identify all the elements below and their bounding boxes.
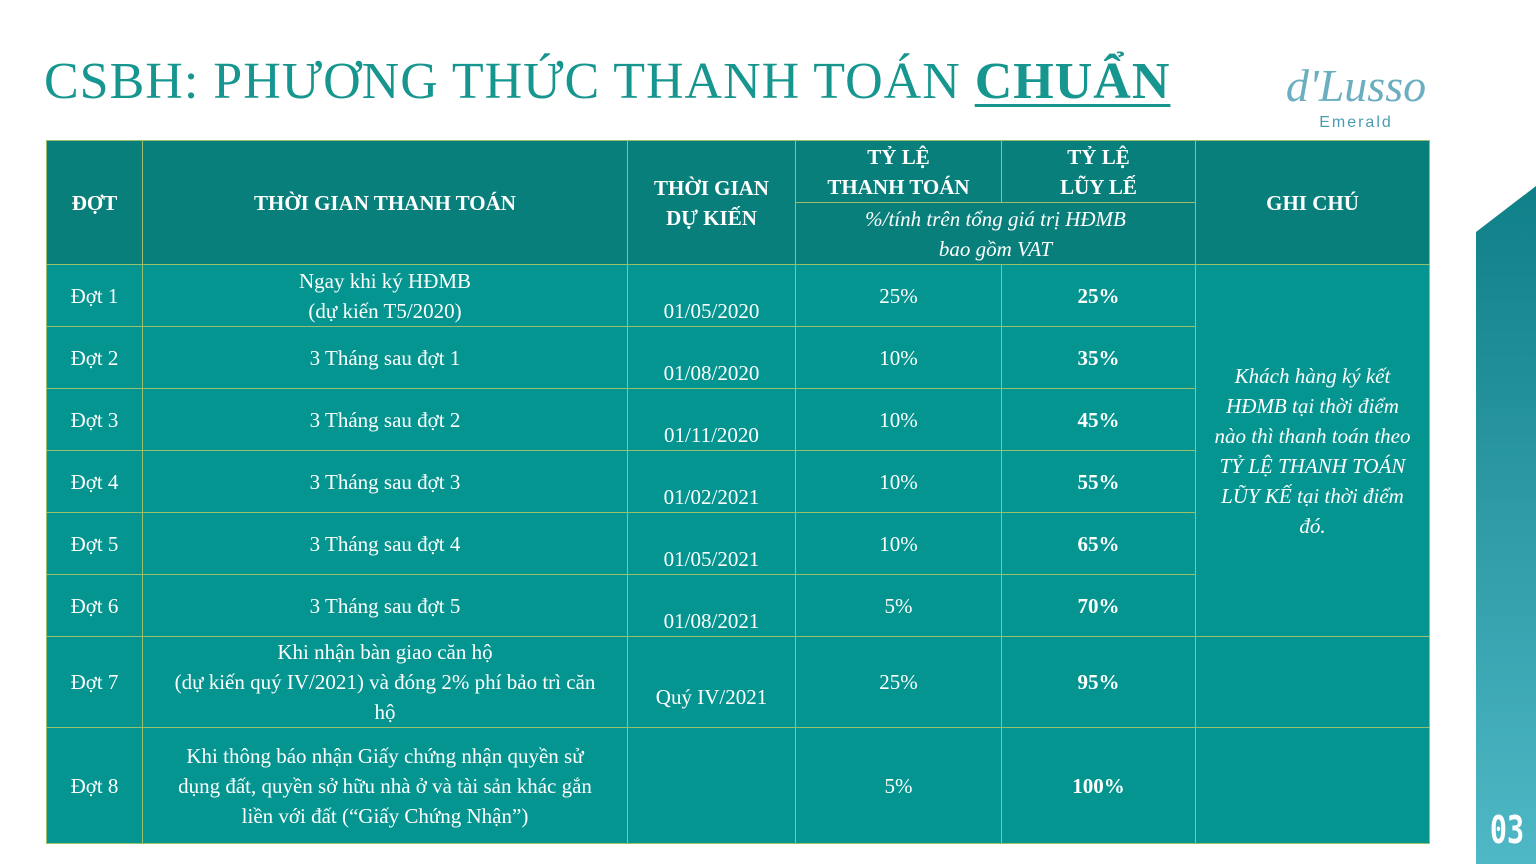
row-time: Khi thông báo nhận Giấy chứng nhận quyền…: [142, 727, 628, 844]
header-unit-line1: %/tính trên tổng giá trị HĐMB: [865, 206, 1126, 231]
row-dot: Đợt 4: [46, 450, 143, 513]
row-time-line: Khi thông báo nhận Giấy chứng nhận quyền…: [186, 743, 584, 768]
row-rate: 25%: [795, 636, 1002, 728]
table-row: Đợt 5 3 Tháng sau đợt 4 01/05/2021 10% 6…: [46, 512, 1430, 575]
table-row: Đợt 8 Khi thông báo nhận Giấy chứng nhận…: [46, 727, 1430, 844]
row-expected: 01/05/2021: [627, 512, 796, 575]
page-number: 03: [1489, 808, 1525, 852]
row-time: Ngay khi ký HĐMB (dự kiến T5/2020): [142, 264, 628, 327]
header-expected-line2: DỰ KIẾN: [666, 205, 757, 230]
row-dot: Đợt 8: [46, 727, 143, 844]
note-line: nào thì thanh toán theo: [1214, 423, 1411, 448]
header-unit: %/tính trên tổng giá trị HĐMB bao gồm VAT: [795, 202, 1196, 265]
row-time-line: Khi nhận bàn giao căn hộ: [277, 640, 493, 664]
row-cumulative: 100%: [1001, 727, 1196, 844]
row-dot: Đợt 3: [46, 388, 143, 451]
header-rate: TỶ LỆ THANH TOÁN: [795, 140, 1002, 203]
note-line: đó.: [1299, 513, 1326, 538]
row-time-line: liền với đất (“Giấy Chứng Nhận”): [241, 803, 529, 828]
row-expected: [627, 727, 796, 844]
row-time-line: (dự kiến T5/2020): [308, 298, 462, 323]
header-dot: ĐỢT: [46, 140, 143, 265]
row-dot: Đợt 5: [46, 512, 143, 575]
row-expected: Quý IV/2021: [627, 636, 796, 728]
logo-sub: Emerald: [1319, 114, 1393, 131]
table-row: Đợt 2 3 Tháng sau đợt 1 01/08/2020 10% 3…: [46, 326, 1430, 389]
row-time: 3 Tháng sau đợt 4: [142, 512, 628, 575]
row-time-line: Ngay khi ký HĐMB: [298, 268, 472, 293]
brand-logo: d'Lusso Emerald: [1276, 56, 1436, 136]
row-time: 3 Tháng sau đợt 1: [142, 326, 628, 389]
header-expected-line1: THỜI GIAN: [654, 175, 769, 200]
note-line: TỶ LỆ THANH TOÁN: [1219, 453, 1406, 478]
header-unit-line2: bao gồm VAT: [938, 236, 1053, 261]
side-decoration: [1476, 186, 1536, 864]
row-rate: 10%: [795, 450, 1002, 513]
header-payment-time: THỜI GIAN THANH TOÁN: [142, 140, 628, 265]
row-time: 3 Tháng sau đợt 5: [142, 574, 628, 637]
row-dot: Đợt 1: [46, 264, 143, 327]
row-dot: Đợt 6: [46, 574, 143, 637]
row-note-empty: [1195, 636, 1430, 728]
row-time: Khi nhận bàn giao căn hộ (dự kiến quý IV/…: [142, 636, 628, 728]
row-cumulative: 35%: [1001, 326, 1196, 389]
header-rate-line2: THANH TOÁN: [827, 174, 970, 199]
page-title: CSBH: PHƯƠNG THỨC THANH TOÁN CHUẨN: [44, 52, 1170, 111]
row-cumulative: 55%: [1001, 450, 1196, 513]
row-rate: 5%: [795, 574, 1002, 637]
row-cumulative: 95%: [1001, 636, 1196, 728]
table-row: Đợt 1 Ngay khi ký HĐMB (dự kiến T5/2020) …: [46, 264, 1430, 637]
row-rate: 10%: [795, 512, 1002, 575]
row-rate: 25%: [795, 264, 1002, 327]
note-line: Khách hàng ký kết: [1234, 363, 1391, 388]
row-time-line: dụng đất, quyền sở hữu nhà ở và tài sản …: [178, 773, 592, 798]
row-cumulative: 70%: [1001, 574, 1196, 637]
header-cumulative-line1: TỶ LỆ: [1067, 144, 1130, 169]
row-expected: 01/05/2020: [627, 264, 796, 327]
row-cumulative: 65%: [1001, 512, 1196, 575]
header-rate-line1: TỶ LỆ: [867, 144, 930, 169]
table-row: Đợt 3 3 Tháng sau đợt 2 01/11/2020 10% 4…: [46, 388, 1430, 451]
title-highlight: CHUẨN: [974, 53, 1171, 110]
row-expected: 01/08/2021: [627, 574, 796, 637]
header-cumulative-line2: LŨY LẾ: [1060, 174, 1137, 199]
table-row: Đợt 6 3 Tháng sau đợt 5 01/08/2021 5% 70…: [46, 574, 1430, 637]
row-cumulative: 45%: [1001, 388, 1196, 451]
note-cell: Khách hàng ký kết HĐMB tại thời điểm nào…: [1195, 264, 1430, 637]
header-expected-time: THỜI GIAN DỰ KIẾN: [627, 140, 796, 265]
header-note: GHI CHÚ: [1195, 140, 1430, 265]
logo-brand: d'Lusso: [1285, 60, 1427, 111]
row-note-empty: [1195, 727, 1430, 844]
row-time-line: hộ: [374, 700, 396, 724]
row-dot: Đợt 2: [46, 326, 143, 389]
row-rate: 5%: [795, 727, 1002, 844]
row-rate: 10%: [795, 326, 1002, 389]
note-line: LŨY KẾ tại thời điểm: [1221, 483, 1404, 508]
row-time: 3 Tháng sau đợt 3: [142, 450, 628, 513]
title-prefix: CSBH: PHƯƠNG THỨC THANH TOÁN: [44, 53, 975, 110]
row-expected: 01/02/2021: [627, 450, 796, 513]
row-time: 3 Tháng sau đợt 2: [142, 388, 628, 451]
row-rate: 10%: [795, 388, 1002, 451]
row-expected: 01/08/2020: [627, 326, 796, 389]
row-cumulative: 25%: [1001, 264, 1196, 327]
table-row: Đợt 7 Khi nhận bàn giao căn hộ (dự kiến q…: [46, 636, 1430, 728]
header-cumulative: TỶ LỆ LŨY LẾ: [1001, 140, 1196, 203]
row-expected: 01/11/2020: [627, 388, 796, 451]
note-line: HĐMB tại thời điểm: [1226, 393, 1399, 418]
payment-schedule-table: ĐỢT THỜI GIAN THANH TOÁN THỜI GIAN DỰ KIẾ…: [46, 140, 1430, 844]
row-time-line: (dự kiến quý IV/2021) và đóng 2% phí bảo…: [174, 670, 596, 694]
row-dot: Đợt 7: [46, 636, 143, 728]
